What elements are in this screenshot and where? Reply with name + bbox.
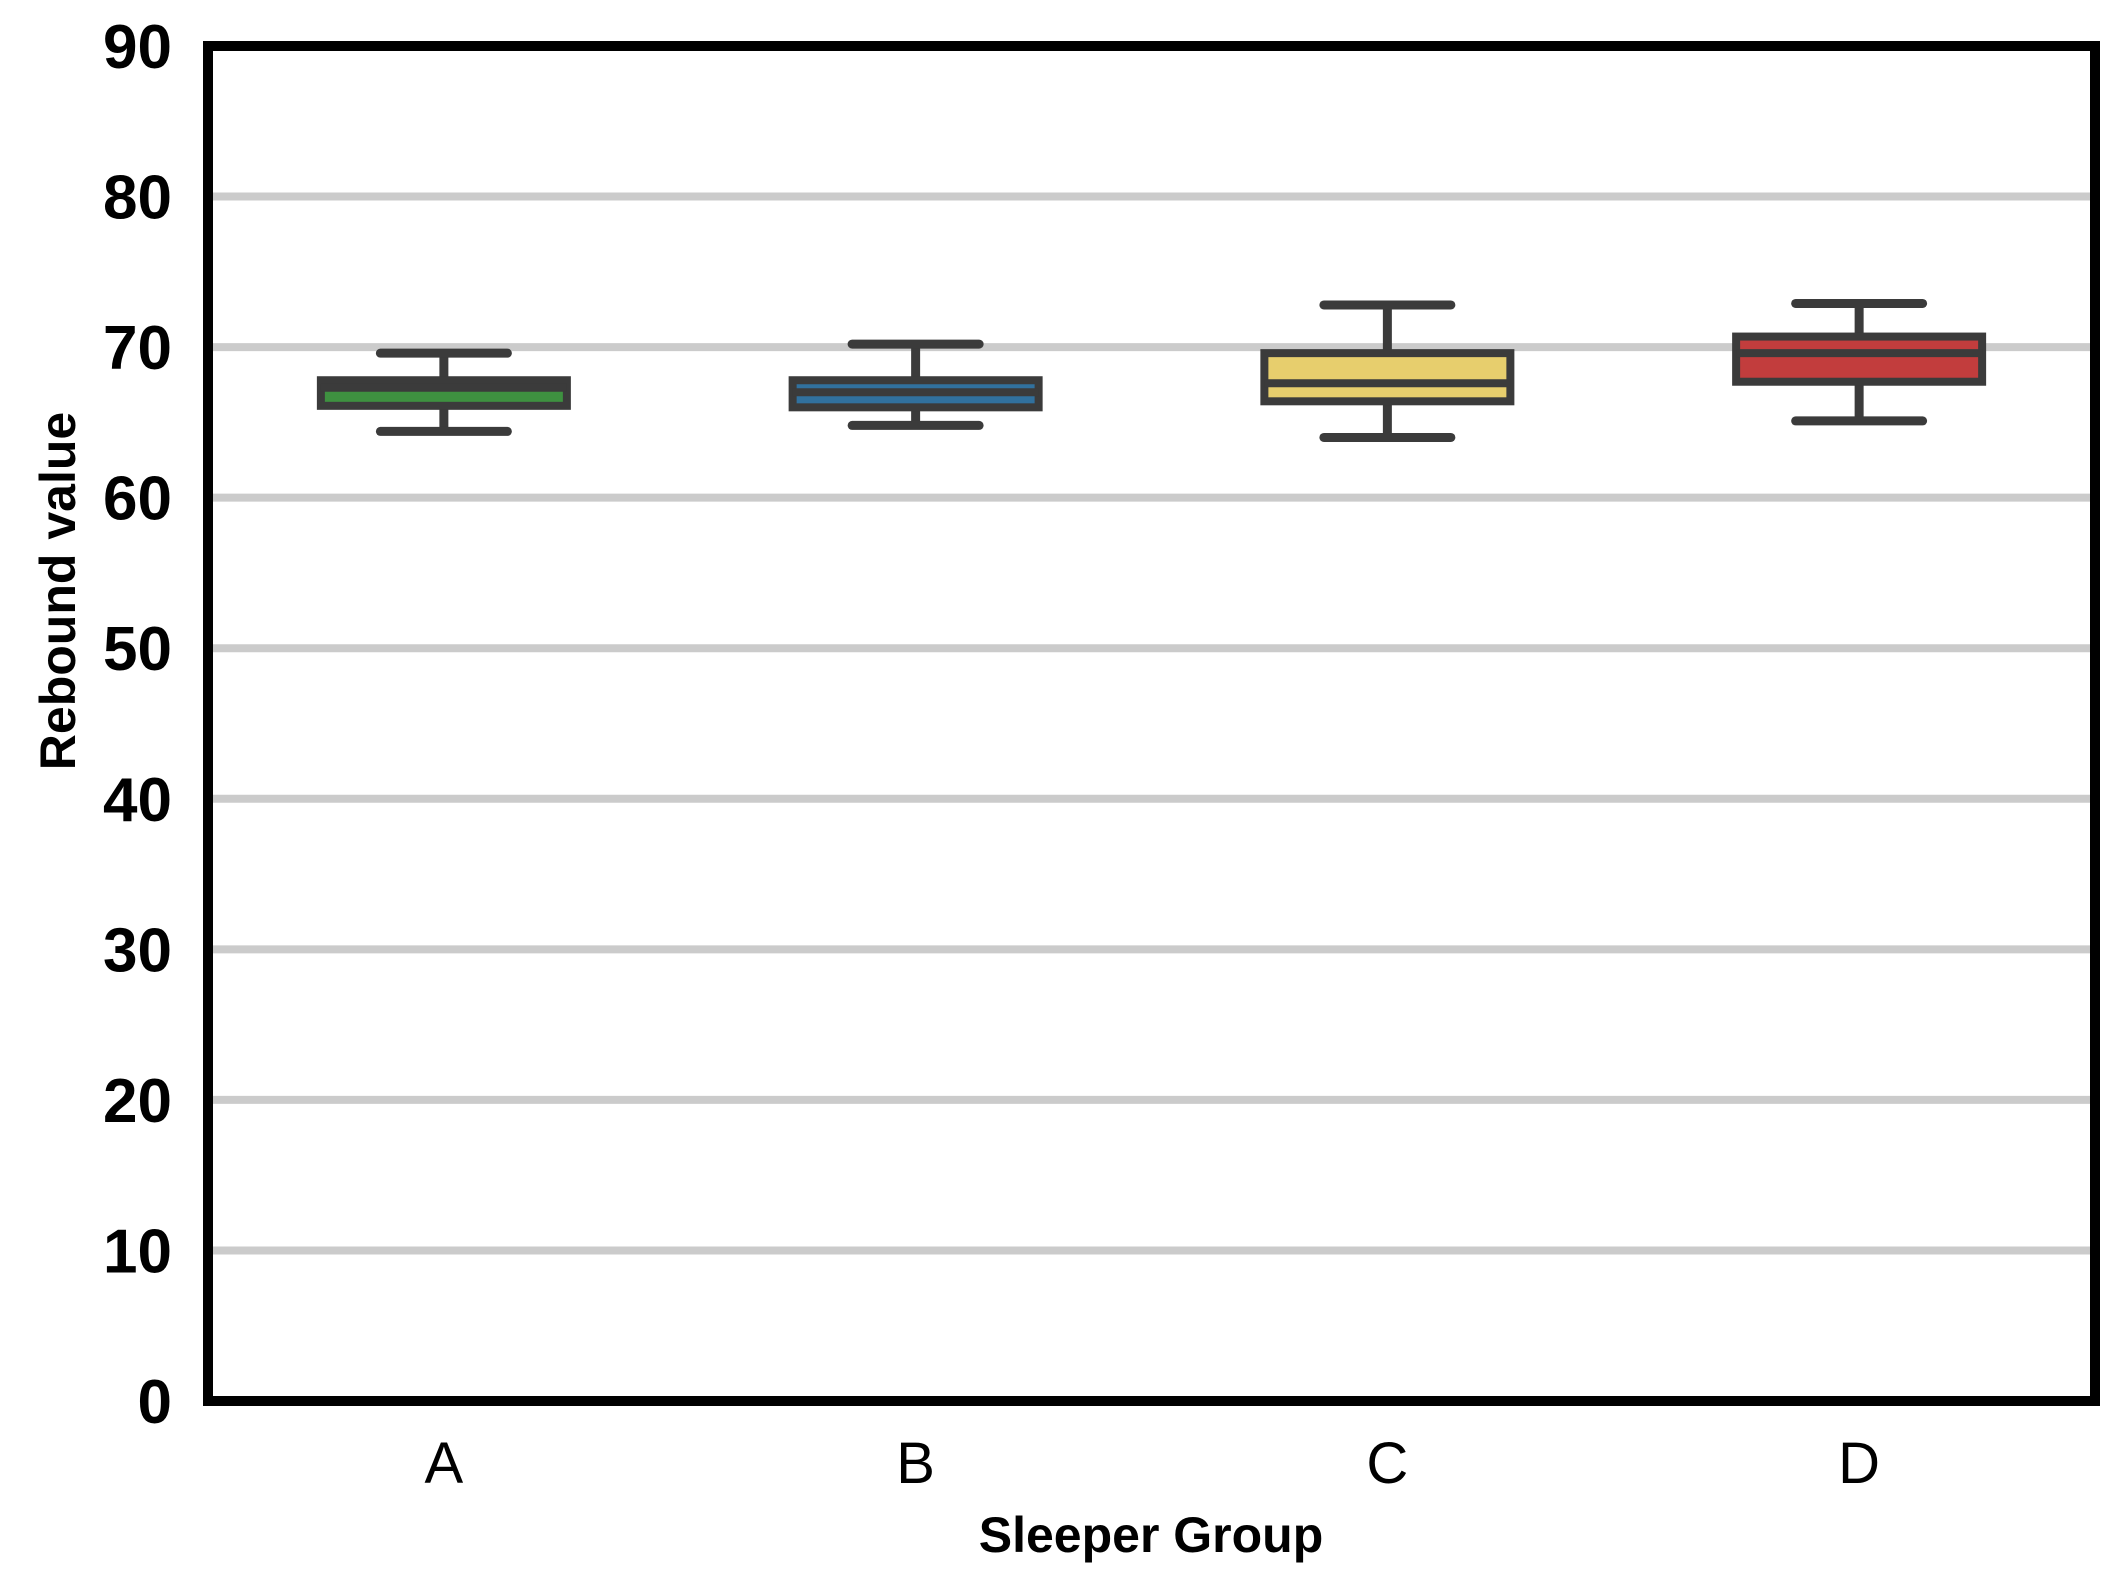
- x-axis-label: Sleeper Group: [979, 1507, 1324, 1563]
- box-D: [1732, 332, 1987, 386]
- y-tick-label-80: 80: [103, 164, 172, 233]
- y-tick-label-60: 60: [103, 465, 172, 534]
- boxplot-group-B: [788, 339, 1043, 430]
- boxplot-group-A: [316, 348, 571, 436]
- y-tick-label-20: 20: [103, 1067, 172, 1136]
- x-tick-label-A: A: [425, 1431, 464, 1496]
- y-tick-label-30: 30: [103, 916, 172, 985]
- x-tick-label-C: C: [1366, 1431, 1408, 1496]
- boxplot-group-C: [1260, 300, 1515, 442]
- y-tick-label-40: 40: [103, 766, 172, 835]
- gridlines-layer: [208, 192, 2095, 1255]
- box-C: [1260, 349, 1515, 406]
- y-tick-label-90: 90: [103, 13, 172, 82]
- boxplot-group-D: [1732, 298, 1987, 426]
- x-tick-label-D: D: [1838, 1431, 1880, 1496]
- boxes-layer: [316, 298, 1987, 442]
- y-tick-label-70: 70: [103, 314, 172, 383]
- x-tick-label-B: B: [896, 1431, 935, 1496]
- y-axis-label: Rebound value: [30, 412, 86, 770]
- y-tick-label-10: 10: [103, 1217, 172, 1286]
- x-tick-labels-layer: A B C D: [425, 1431, 1881, 1496]
- plot-border: [203, 41, 2100, 1406]
- y-tick-label-0: 0: [138, 1368, 172, 1437]
- y-tick-label-50: 50: [103, 615, 172, 684]
- y-tick-labels-layer: 0 10 20 30 40 50 60 70 80 90: [103, 13, 172, 1437]
